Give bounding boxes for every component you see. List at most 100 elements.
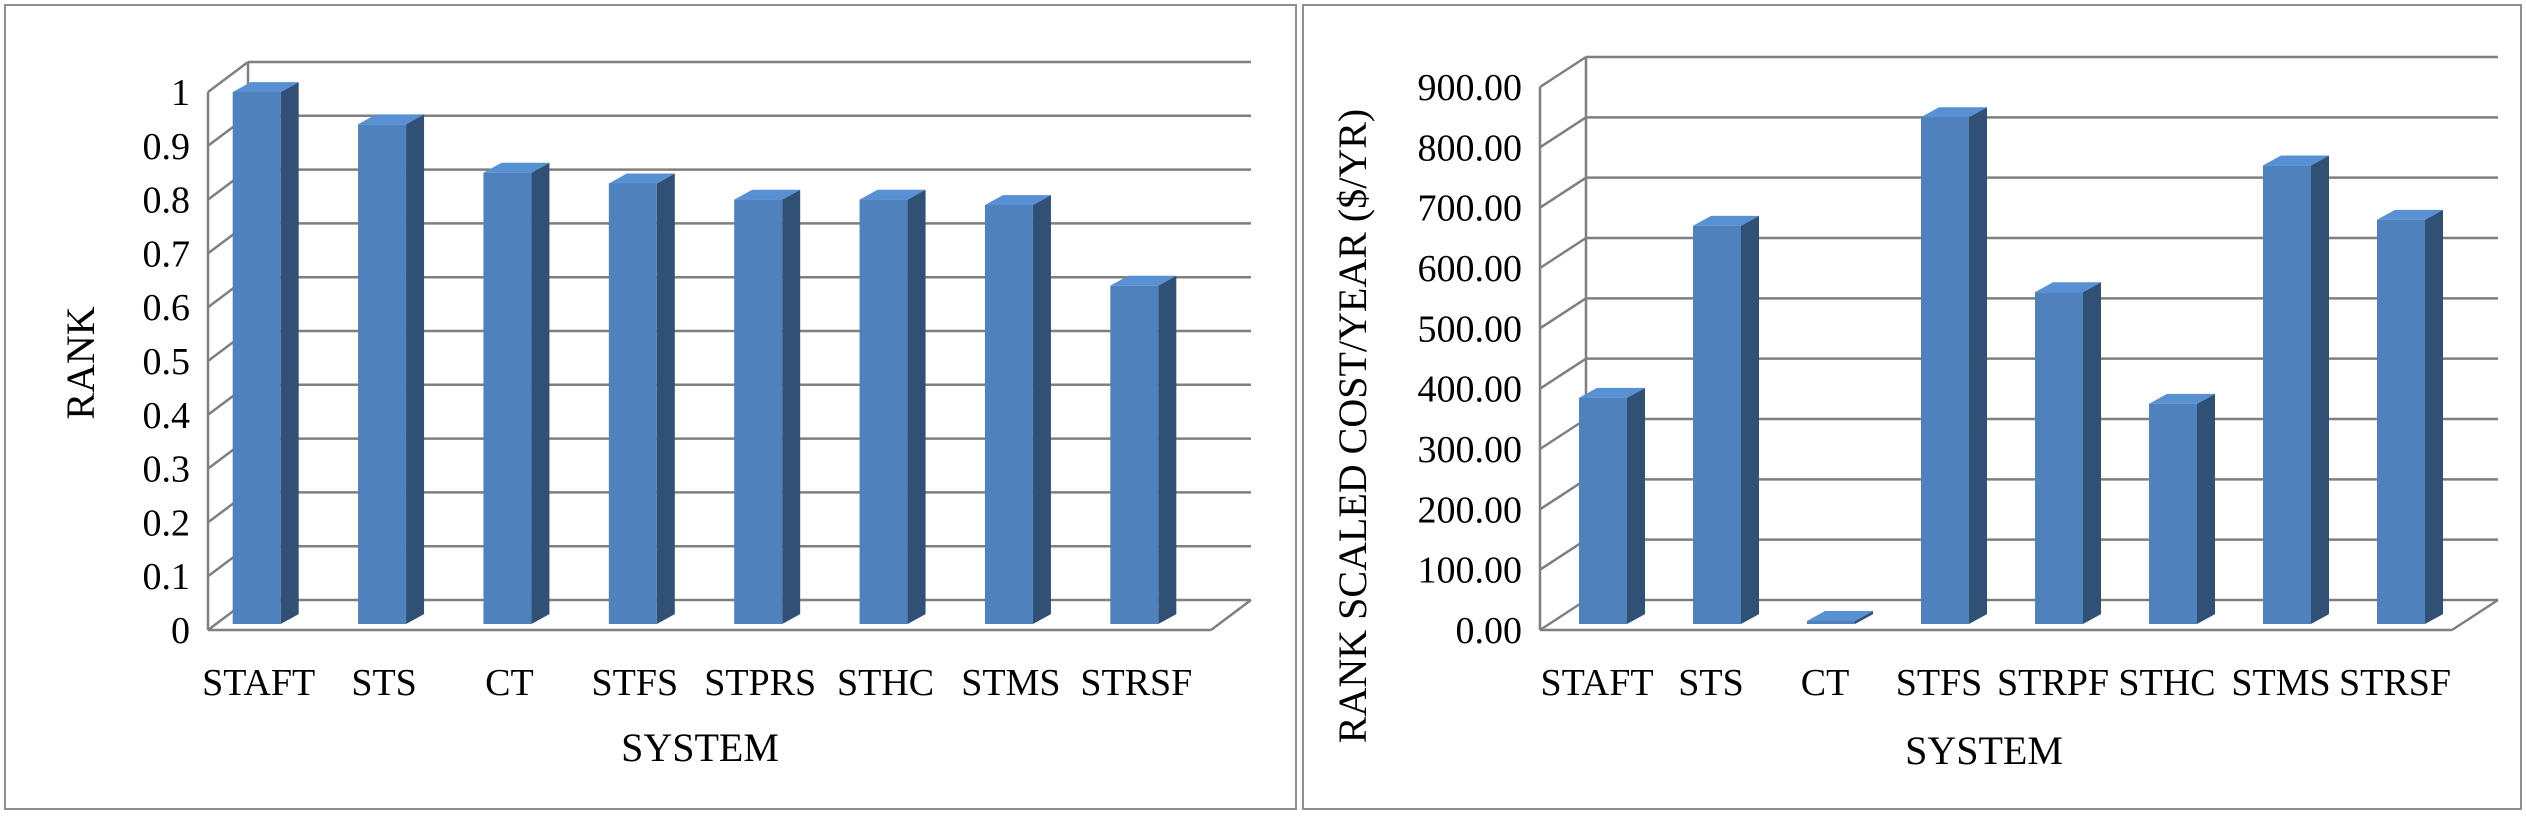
bar	[859, 199, 908, 624]
bar-side	[280, 82, 299, 625]
x-tick-label: CT	[485, 662, 534, 704]
bar-top	[1921, 107, 1987, 118]
bar-side	[2083, 282, 2101, 624]
bar-side	[406, 114, 425, 624]
y-axis-title: RANK	[58, 306, 103, 419]
bar-top	[608, 173, 675, 184]
right-chart-panel: 0.00 100.00 200.00 300.00 400.00 500.00 600.00…	[1302, 4, 2522, 810]
gridline-depth	[1539, 538, 1587, 571]
bar-top	[1807, 611, 1873, 621]
bar-top	[1693, 215, 1759, 226]
y-tick-label: 0.6	[143, 287, 191, 329]
bar-side	[2311, 155, 2329, 625]
bar-top	[2149, 393, 2215, 404]
y-tick-label: 0.4	[143, 395, 191, 437]
bar	[483, 172, 532, 624]
bar	[232, 92, 281, 624]
x-tick-label: STMS	[2231, 662, 2330, 704]
bar-top	[2035, 282, 2101, 293]
x-tick-label: STHC	[2118, 662, 2215, 704]
bar-side	[531, 162, 550, 625]
y-tick-label: 600.00	[1418, 248, 1523, 290]
gridline-depth	[1539, 55, 1587, 89]
y-tick-label: 0.1	[143, 556, 191, 598]
x-axis-title: SYSTEM	[621, 725, 779, 770]
bar	[1807, 620, 1855, 624]
y-tick-label: 100.00	[1418, 550, 1523, 592]
bar-top	[734, 189, 801, 200]
y-tick-label: 0.8	[143, 180, 191, 222]
y-tick-label: 200.00	[1418, 489, 1523, 531]
bar-side	[782, 189, 801, 624]
x-tick-label: STRSF	[2339, 662, 2451, 704]
bar-side	[1969, 107, 1987, 625]
y-tick-label: 0.3	[143, 449, 191, 491]
left-chart-panel: 0 0.1 0.2 0.3 0.4 0.5 0.6 0.7 0.8 0.9 1 STAFT STS CT S…	[4, 4, 1297, 810]
bar	[608, 183, 657, 624]
bar-top	[483, 162, 550, 173]
bar-side	[656, 173, 675, 624]
bar-side	[907, 189, 926, 624]
y-tick-label: 0.2	[143, 502, 191, 544]
gridline-depth	[1539, 176, 1587, 209]
bar	[1693, 225, 1741, 624]
x-tick-label: STFS	[1896, 662, 1983, 704]
y-tick-label: 0.00	[1456, 610, 1523, 652]
bar	[358, 124, 407, 624]
bar-side	[1741, 215, 1759, 624]
bar	[2149, 403, 2197, 624]
gridline-depth	[1539, 417, 1587, 451]
bar-top	[358, 114, 425, 125]
bar	[2035, 292, 2083, 624]
bar	[984, 204, 1033, 625]
gridline-depth	[1539, 598, 1587, 632]
y-tick-label: 300.00	[1418, 429, 1523, 471]
bar-top	[2377, 209, 2443, 220]
y-tick-label: 0.7	[143, 233, 191, 275]
bar-side	[2425, 209, 2443, 625]
bar-side	[1032, 195, 1051, 624]
bar-top	[2263, 155, 2329, 166]
x-tick-label: STAFT	[1540, 662, 1653, 704]
y-tick-label: 800.00	[1418, 127, 1523, 169]
x-tick-label: STMS	[961, 662, 1060, 704]
gridline-depth	[1539, 357, 1587, 390]
floor-right-edge	[1210, 599, 1252, 631]
y-axis-title: RANK SCALED COST/YEAR ($/YR)	[1330, 109, 1375, 743]
y-tick-label: 400.00	[1418, 369, 1523, 411]
bar	[2377, 219, 2425, 624]
x-tick-label: STRSF	[1080, 662, 1192, 704]
y-tick-label: 0	[171, 610, 190, 652]
bar-top	[859, 189, 926, 200]
y-tick-label: 500.00	[1418, 308, 1523, 350]
x-tick-label: STAFT	[202, 662, 315, 704]
bar	[1921, 117, 1969, 625]
bar-top	[984, 195, 1051, 205]
floor-right-edge	[2451, 598, 2499, 632]
bar	[1579, 397, 1627, 624]
x-tick-label: STPRS	[704, 662, 816, 704]
x-tick-label: CT	[1801, 662, 1850, 704]
bar-side	[1158, 275, 1177, 624]
bar-top	[232, 82, 299, 92]
bar-top	[1110, 275, 1177, 286]
bar	[734, 199, 783, 624]
gridline-depth	[1539, 478, 1587, 511]
cost-chart: 0.00 100.00 200.00 300.00 400.00 500.00 600.00…	[1330, 55, 2499, 773]
x-tick-label: STFS	[592, 662, 679, 704]
rank-chart: 0 0.1 0.2 0.3 0.4 0.5 0.6 0.7 0.8 0.9 1 STAFT STS CT S…	[58, 60, 1252, 770]
x-tick-label: STRPF	[1997, 662, 2109, 704]
gridline-depth	[1539, 236, 1587, 270]
gridline-depth	[1539, 297, 1587, 330]
bar	[2263, 165, 2311, 624]
gridline-depth	[1539, 116, 1587, 149]
y-tick-label: 0.9	[143, 126, 191, 168]
x-tick-label: STS	[351, 662, 416, 704]
y-tick-label: 0.5	[143, 341, 191, 383]
y-tick-label: 700.00	[1418, 188, 1523, 230]
bar-side	[1855, 611, 1873, 624]
bar-side	[1627, 387, 1645, 624]
x-tick-label: STS	[1678, 662, 1743, 704]
x-tick-label: STHC	[837, 662, 934, 704]
x-axis-title: SYSTEM	[1905, 728, 2063, 773]
